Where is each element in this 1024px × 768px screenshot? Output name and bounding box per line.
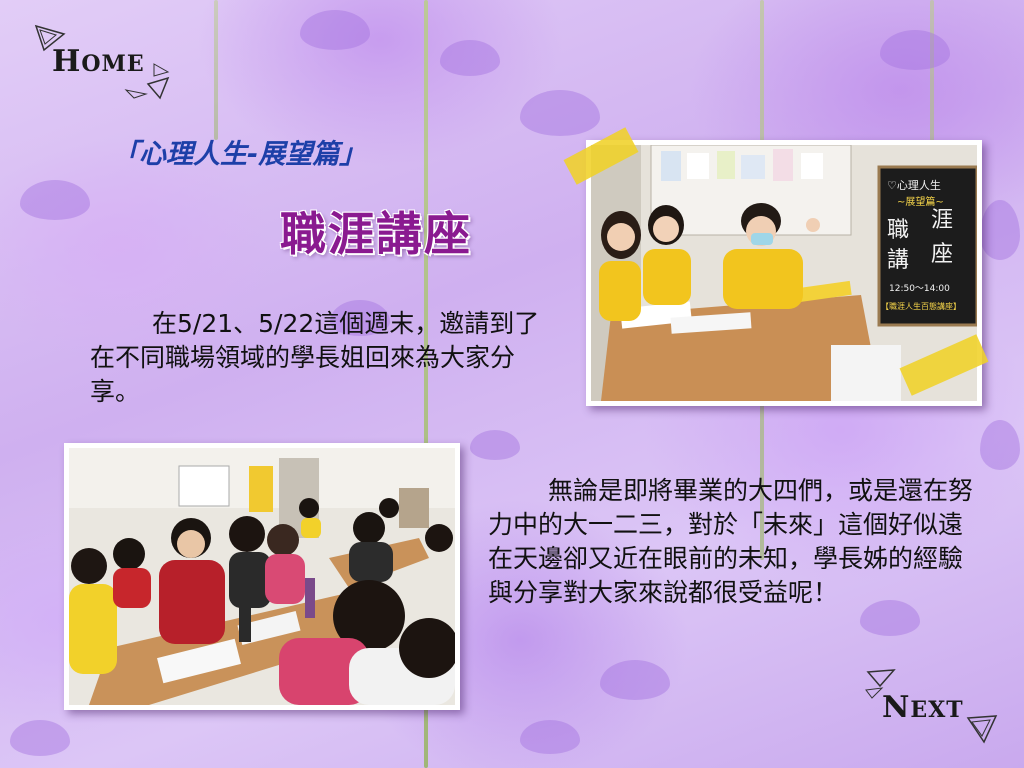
photo-classroom xyxy=(64,443,460,710)
next-button[interactable]: NEXT xyxy=(864,668,1004,748)
board-line-6: 座 xyxy=(931,242,953,267)
board-line-8: 【職涯人生百態講座】 xyxy=(881,301,961,311)
intro-paragraph: 在5/21、5/22這個週末，邀請到了在不同職場領域的學長姐回來為大家分享。 xyxy=(90,309,540,406)
board-line-5: 講 xyxy=(887,248,909,273)
next-label-first: N xyxy=(882,690,911,725)
home-button[interactable]: HOME xyxy=(30,20,170,100)
home-label-rest: OME xyxy=(81,51,145,77)
next-label-rest: EXT xyxy=(910,697,964,723)
home-label-first: H xyxy=(52,44,82,79)
triangle-decoration-icon xyxy=(34,24,170,100)
board-line-3: 職 xyxy=(887,218,909,243)
page-title: 職涯講座 xyxy=(280,207,472,261)
board-line-2: ~展望篇~ xyxy=(897,195,944,208)
board-line-7: 12:50～14:00 xyxy=(889,284,950,294)
board-line-4: 涯 xyxy=(931,208,953,233)
triangle-decoration-icon xyxy=(865,669,998,744)
detail-paragraph: 無論是即將畢業的大四們，或是還在努力中的大一二三，對於「未來」這個好似遠在天邊卻… xyxy=(488,476,974,607)
board-line-1: ♡心理人生 xyxy=(887,178,941,192)
event-subtitle: 「心理人生-展望篇」 xyxy=(112,139,367,170)
